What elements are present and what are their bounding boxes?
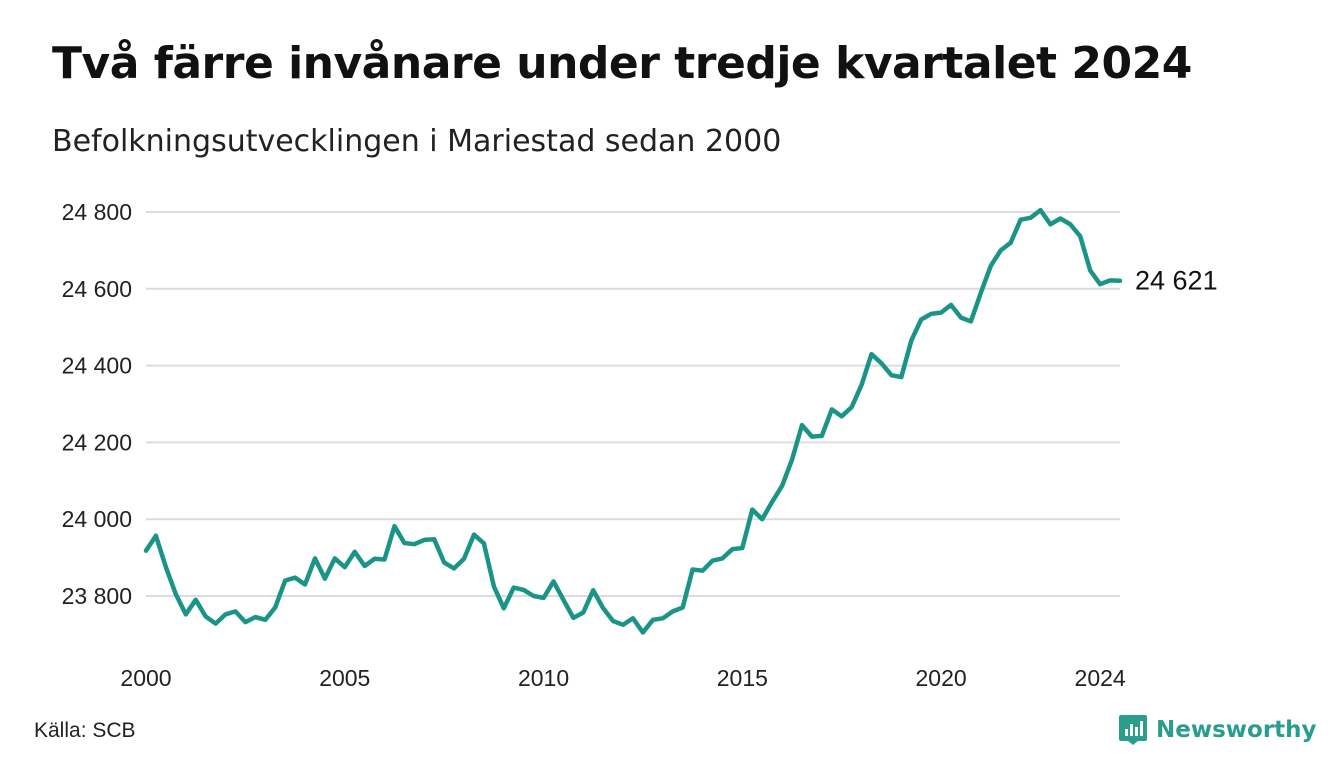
brand-name: Newsworthy	[1156, 717, 1317, 743]
y-tick-label: 24 800	[62, 199, 132, 225]
y-tick-label: 24 200	[62, 429, 132, 455]
x-tick-label: 2020	[916, 665, 967, 691]
gridlines	[146, 211, 1120, 597]
x-tick-label: 2000	[120, 665, 171, 691]
last-value-label: 24 621	[1135, 266, 1218, 296]
x-tick-label: 2024	[1075, 665, 1126, 691]
brand-logo: Newsworthy	[1118, 714, 1317, 746]
line-chart: 23 800 24 000 24 200 24 400 24 600 24 800 200…	[62, 199, 1218, 691]
x-tick-label: 2015	[717, 665, 768, 691]
x-axis-ticks: 2000 2005 2010 2015 2020 2024	[120, 665, 1125, 691]
y-tick-label: 24 000	[62, 506, 132, 532]
chart-title: Två färre invånare under tredje kvartale…	[52, 38, 1192, 89]
x-tick-label: 2005	[319, 665, 370, 691]
chart-subtitle: Befolkningsutvecklingen i Mariestad seda…	[52, 124, 782, 159]
y-tick-label: 24 600	[62, 276, 132, 302]
y-axis-ticks: 23 800 24 000 24 200 24 400 24 600 24 800	[62, 199, 132, 609]
series-lines	[143, 207, 1123, 635]
x-tick-label: 2010	[518, 665, 569, 691]
series-line	[143, 207, 1123, 635]
source-note: Källa: SCB	[34, 719, 136, 742]
y-tick-label: 23 800	[62, 583, 132, 609]
data-labels: 24 621	[1135, 266, 1218, 296]
y-tick-label: 24 400	[62, 353, 132, 379]
newsworthy-icon	[1119, 715, 1147, 745]
